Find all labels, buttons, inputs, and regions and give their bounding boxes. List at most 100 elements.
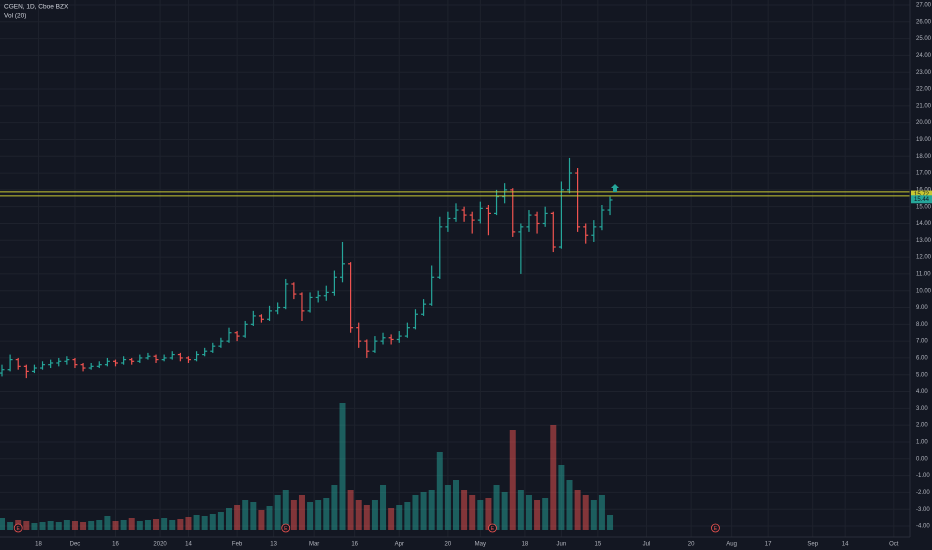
x-tick-label: 17 [765,542,772,548]
volume-bar [274,495,281,530]
volume-bar [347,490,354,530]
x-tick-label: 14 [185,542,192,548]
event-marker [281,523,291,533]
x-tick-label: 15 [595,542,602,548]
volume-bar [574,490,581,530]
volume-bar [88,521,95,530]
volume-bar [209,514,216,530]
volume-bar [339,403,346,530]
volume-bar [582,495,589,530]
volume-bar [226,508,232,530]
volume-bar [307,502,314,530]
event-marker [711,523,720,533]
volume-bar [185,517,192,530]
volume-bar [436,452,443,530]
volume-bar [217,512,224,530]
event-label: E [714,526,718,532]
x-tick-label: Sep [807,542,818,548]
y-tick-label: 27.00 [916,3,932,9]
volume-bar [31,523,38,530]
volume-bar [96,520,103,530]
y-tick-label: 15.00 [916,204,932,210]
volume-bar [47,521,54,530]
y-tick-label: 26.00 [916,19,932,25]
volume-bar [558,465,565,530]
event-label: E [17,526,21,532]
volume-bar [144,520,151,530]
volume-bar [153,519,160,530]
y-tick-label: -4.00 [916,524,930,530]
y-tick-label: 5.00 [916,372,928,378]
x-tick-label: Mar [309,542,319,548]
volume-bar [396,505,403,530]
y-tick-label: 25.00 [916,36,932,42]
event-label: E [284,526,288,532]
volume-bar [250,502,257,530]
volume-bar [323,498,330,530]
y-tick-label: 21.00 [916,103,932,109]
y-tick-label: 17.00 [916,171,932,177]
volume-bar [420,492,427,530]
volume-bar [412,495,419,530]
x-tick-label: 16 [112,542,119,548]
y-tick-label: 12.00 [916,255,932,261]
volume-bar [315,500,322,530]
volume-bar [23,521,30,530]
event-marker [488,523,497,533]
volume-bar [517,490,524,530]
volume-bar [493,485,500,530]
volume-bar [566,480,573,530]
y-tick-label: 20.00 [916,120,932,126]
volume-bar [550,425,557,530]
x-tick-label: Jun [557,542,567,548]
y-tick-label: 2.00 [916,423,928,429]
x-tick-label: May [475,542,486,548]
x-tick-label: 13 [270,542,277,548]
volume-bar [485,498,492,530]
volume-bar [128,518,135,530]
x-tick-label: Feb [232,542,243,548]
y-tick-label: 0.00 [916,456,928,462]
volume-bar [161,518,168,530]
volume-label: Vol (20) [4,13,26,20]
y-tick-label: 9.00 [916,305,928,311]
event-marker [13,523,23,533]
volume-bar [169,520,176,530]
volume-bar [39,522,46,530]
y-tick-label: 3.00 [916,406,928,412]
volume-bar [120,520,127,530]
volume-bar [355,500,362,530]
volume-bar [242,500,249,530]
volume-bar [177,519,184,530]
volume-bar [55,522,62,530]
volume-bar [136,521,143,530]
volume-bar [104,516,111,530]
price-label-box [911,190,932,199]
volume-bar [469,495,476,530]
volume-bar [80,522,87,530]
x-tick-label: Dec [70,542,81,548]
y-tick-label: 8.00 [916,322,928,328]
y-tick-label: 22.00 [916,87,932,93]
volume-bar [71,521,78,530]
volume-bar [363,505,370,530]
signal-arrow [611,184,619,192]
y-tick-label: -3.00 [916,507,930,513]
y-tick-label: 16.00 [916,187,932,193]
volume-bar [63,520,70,530]
volume-bar [461,490,468,530]
y-tick-label: 14.00 [916,221,932,227]
volume-bar [525,495,532,530]
volume-bar [380,485,387,530]
y-tick-label: 11.00 [916,271,931,277]
volume-bar [234,505,241,530]
x-tick-label: 20 [688,542,695,548]
x-tick-label: 14 [842,542,849,548]
volume-bar [534,500,541,530]
y-tick-label: 7.00 [916,339,928,345]
volume-bar [112,521,119,530]
volume-bar [590,500,597,530]
volume-bar [428,490,435,530]
